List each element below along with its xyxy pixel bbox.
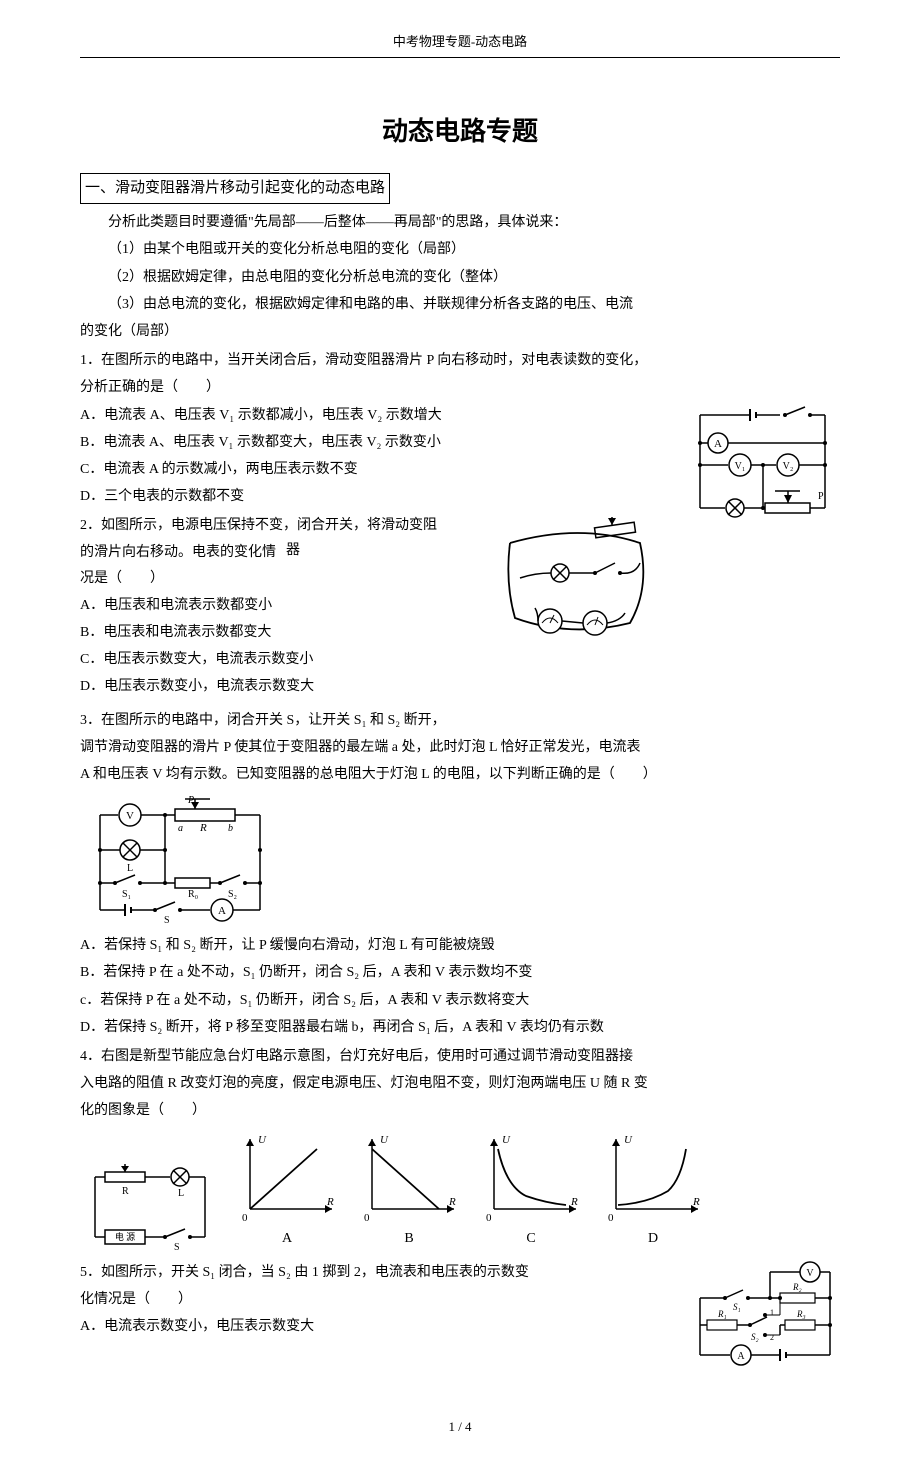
q3-stem-c: A 和电压表 V 均有示数。已知变阻器的总电阻大于灯泡 L 的电阻，以下判断正确… — [80, 762, 840, 787]
q2-option-a: A．电压表和电流表示数都变小 — [80, 593, 840, 618]
r0-label: R₀ — [188, 889, 199, 900]
step-2: （2）根据欧姆定律，由总电阻的变化分析总电流的变化（整体） — [80, 265, 840, 290]
document-title: 动态电路专题 — [80, 108, 840, 155]
q4-stem-b: 入电路的阻值 R 改变灯泡的亮度，假定电源电压、灯泡电阻不变，则灯泡两端电压 U… — [80, 1071, 840, 1096]
q3-diagram: V a b R P L — [80, 795, 840, 925]
step-1: （1）由某个电阻或开关的变化分析总电阻的变化（局部） — [80, 237, 840, 262]
step-3a: （3）由总电流的变化，根据欧姆定律和电路的串、并联规律分析各支路的电压、电流 — [80, 292, 840, 317]
p-slider-label: P — [187, 795, 194, 806]
q3-option-a: A．若保持 S₁ 和 S₂ 断开，让 P 缓慢向右滑动，灯泡 L 有可能被烧毁 — [80, 933, 840, 958]
s2-label: S₂ — [228, 889, 237, 900]
circuit-s-label: S — [174, 1242, 180, 1252]
origin-zero: 0 — [608, 1212, 614, 1224]
b-label: b — [228, 823, 233, 834]
u-axis: U — [258, 1134, 267, 1146]
q5-pos1: 1 — [770, 1308, 774, 1317]
q5-r1-label: R₁ — [717, 1309, 727, 1319]
step-3b: 的变化（局部） — [80, 319, 840, 344]
q1-stem-b: 分析正确的是（ ） — [80, 375, 840, 400]
q4-graph-c: U R 0 C — [476, 1131, 586, 1251]
v2-label: V₂ — [783, 461, 794, 472]
intro-text: 分析此类题目时要遵循"先局部——后整体——再局部"的思路，具体说来： — [80, 210, 840, 235]
q4-graph-d: U R 0 D — [598, 1131, 708, 1251]
question-5: V S₁ R₂ R₁ 1 2 — [80, 1260, 840, 1340]
u-axis: U — [502, 1134, 511, 1146]
q3-option-b: B．若保持 P 在 a 处不动，S₁ 仍断开，闭合 S₂ 后，A 表和 V 表示… — [80, 960, 840, 985]
q1-stem-a: 1．在图所示的电路中，当开关闭合后，滑动变阻器滑片 P 向右移动时，对电表读数的… — [80, 348, 840, 373]
q3-stem-a: 3．在图所示的电路中，闭合开关 S，让开关 S₁ 和 S₂ 断开， — [80, 708, 840, 733]
q4-circuit: R L 电 源 S — [80, 1162, 220, 1252]
a-meter-label: A — [218, 905, 226, 917]
origin-zero: 0 — [364, 1212, 370, 1224]
q3-option-d: D．若保持 S₂ 断开，将 P 移至变阻器最右端 b，再闭合 S₁ 后，A 表和… — [80, 1015, 840, 1040]
v1-label: V₁ — [735, 461, 746, 472]
origin-zero: 0 — [242, 1212, 248, 1224]
q5-s1-label: S₁ — [733, 1302, 741, 1312]
section-heading: 一、滑动变阻器滑片移动引起变化的动态电路 — [80, 173, 390, 204]
r-axis: R — [570, 1196, 578, 1208]
question-1: 1．在图所示的电路中，当开关闭合后，滑动变阻器滑片 P 向右移动时，对电表读数的… — [80, 348, 840, 509]
u-axis: U — [380, 1134, 389, 1146]
q5-s2-label: S₂ — [751, 1332, 759, 1342]
lamp-l-label: L — [127, 863, 133, 874]
graph-c-label: C — [476, 1226, 586, 1251]
s1-label: S₁ — [122, 889, 131, 900]
q5-diagram: V S₁ R₂ R₁ 1 2 — [685, 1260, 840, 1375]
u-axis: U — [624, 1134, 633, 1146]
origin-zero: 0 — [486, 1212, 492, 1224]
r-axis: R — [326, 1196, 334, 1208]
v-label: V — [126, 810, 134, 822]
q4-graphs: R L 电 源 S — [80, 1131, 840, 1251]
circuit-source-label: 电 源 — [115, 1231, 135, 1242]
q5-r3-label: R₃ — [796, 1309, 806, 1319]
r-label: R — [199, 822, 207, 834]
circuit-r-label: R — [122, 1186, 129, 1197]
a-label: a — [178, 823, 183, 834]
page-footer: 1 / 4 — [80, 1415, 840, 1438]
q5-a-label: A — [737, 1351, 745, 1362]
page-header: 中考物理专题-动态电路 — [80, 30, 840, 58]
q1-diagram: A V₁ V₂ P — [670, 403, 840, 523]
r-axis: R — [692, 1196, 700, 1208]
p-label: P — [818, 491, 824, 502]
q5-r2-label: R₂ — [792, 1282, 802, 1292]
q2-stem-a-text: 2．如图所示，电源电压保持不变，闭合开关，将滑动变阻 — [80, 518, 437, 533]
q3-option-c: c．若保持 P 在 a 处不动，S₁ 仍断开，闭合 S₂ 后，A 表和 V 表示… — [80, 988, 840, 1013]
q5-v-label: V — [806, 1268, 814, 1279]
question-3: 3．在图所示的电路中，闭合开关 S，让开关 S₁ 和 S₂ 断开， 调节滑动变阻… — [80, 708, 840, 1040]
question-2: 2．如图所示，电源电压保持不变，闭合开关，将滑动变阻 器 的滑片向右移动。电表的… — [80, 513, 840, 699]
q4-graph-a: U R 0 A — [232, 1131, 342, 1251]
q4-graph-b: U R 0 B — [354, 1131, 464, 1251]
q2-stem-b: 的滑片向右移动。电表的变化情况是（ ） — [80, 540, 840, 590]
q2-stem-a: 2．如图所示，电源电压保持不变，闭合开关，将滑动变阻 器 — [80, 513, 840, 538]
q2-diagram — [490, 513, 660, 643]
q2-option-d: D．电压表示数变小，电流表示数变大 — [80, 674, 840, 699]
q4-stem-a: 4．右图是新型节能应急台灯电路示意图，台灯充好电后，使用时可通过调节滑动变阻器接 — [80, 1044, 840, 1069]
ammeter-label: A — [714, 438, 722, 450]
s-label: S — [164, 915, 170, 925]
q3-stem-b: 调节滑动变阻器的滑片 P 使其位于变阻器的最左端 a 处，此时灯泡 L 恰好正常… — [80, 735, 840, 760]
q2-option-b: B．电压表和电流表示数都变大 — [80, 620, 840, 645]
q2-stem-a-tail: 器 — [286, 538, 300, 563]
q5-pos2: 2 — [770, 1333, 774, 1342]
graph-a-label: A — [232, 1226, 342, 1251]
graph-d-label: D — [598, 1226, 708, 1251]
graph-b-label: B — [354, 1226, 464, 1251]
q4-stem-c: 化的图象是（ ） — [80, 1098, 840, 1123]
q2-option-c: C．电压表示数变大，电流表示数变小 — [80, 647, 840, 672]
circuit-l-label: L — [178, 1188, 184, 1199]
r-axis: R — [448, 1196, 456, 1208]
question-4: 4．右图是新型节能应急台灯电路示意图，台灯充好电后，使用时可通过调节滑动变阻器接… — [80, 1044, 840, 1252]
